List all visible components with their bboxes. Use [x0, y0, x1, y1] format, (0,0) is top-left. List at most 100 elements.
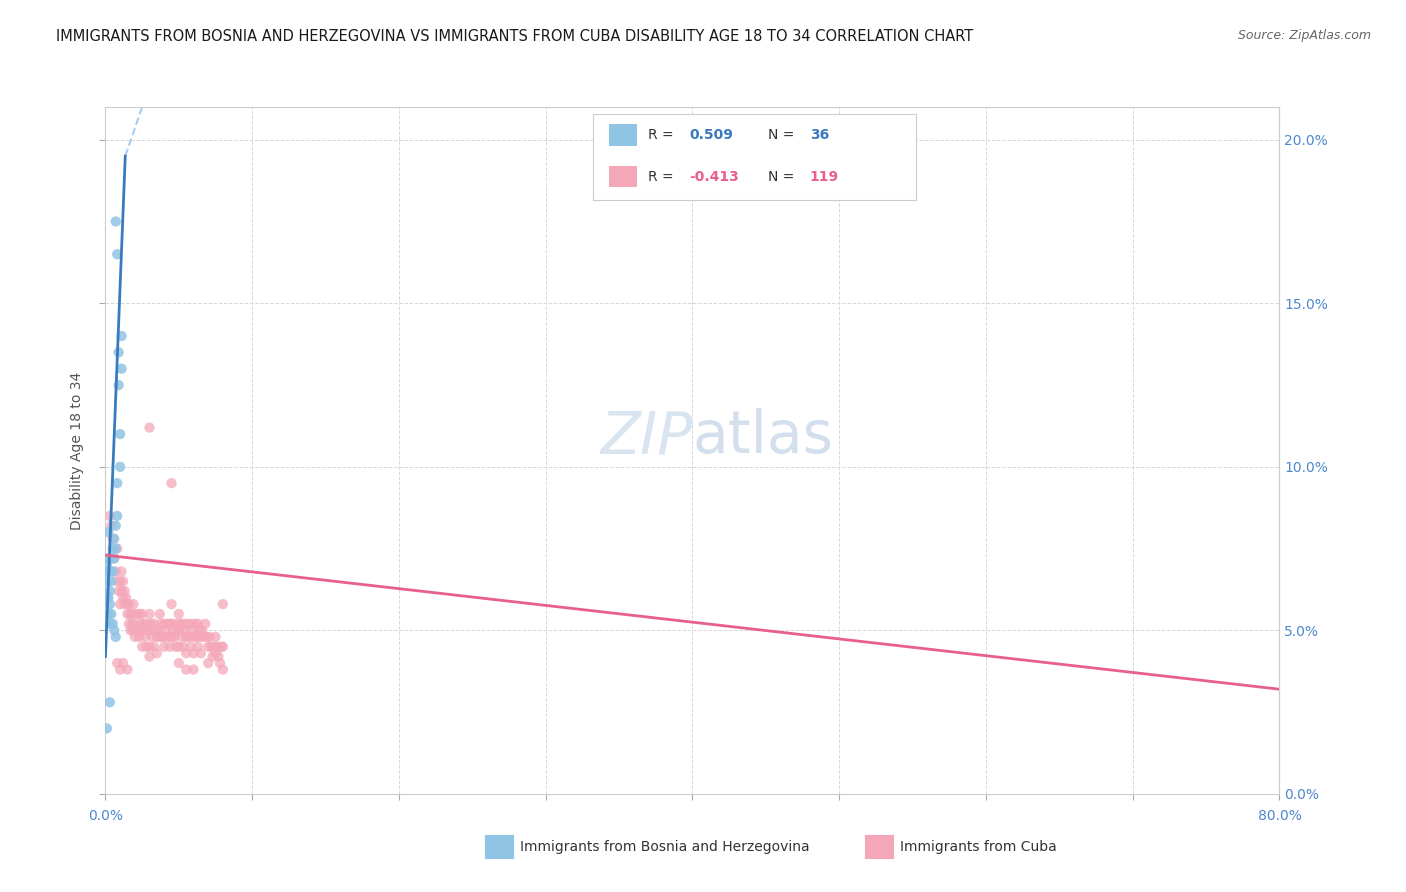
Point	[209, 640, 232, 654]
Point	[97, 525, 120, 540]
Point	[204, 630, 226, 644]
Point	[165, 616, 187, 631]
Point	[163, 630, 186, 644]
Point	[135, 616, 157, 631]
Point	[138, 624, 160, 638]
Point	[100, 551, 122, 566]
Point	[138, 649, 160, 664]
Point	[139, 616, 162, 631]
Point	[105, 247, 128, 261]
Point	[112, 591, 135, 605]
Point	[183, 646, 205, 660]
Point	[100, 518, 122, 533]
Text: 119: 119	[810, 169, 839, 184]
Point	[162, 624, 184, 638]
Point	[146, 630, 169, 644]
Point	[112, 656, 135, 670]
Point	[197, 656, 219, 670]
Point	[205, 640, 228, 654]
Point	[170, 630, 193, 644]
Point	[131, 624, 153, 638]
Text: Immigrants from Bosnia and Herzegovina: Immigrants from Bosnia and Herzegovina	[520, 839, 810, 854]
Point	[207, 649, 229, 664]
Text: N =: N =	[768, 128, 799, 142]
Point	[193, 630, 215, 644]
Text: 80.0%: 80.0%	[1257, 809, 1302, 823]
Point	[208, 656, 231, 670]
Point	[108, 597, 131, 611]
Point	[149, 630, 172, 644]
Point	[107, 584, 129, 599]
Point	[128, 630, 150, 644]
Point	[105, 541, 128, 556]
Point	[153, 640, 176, 654]
Point	[125, 607, 148, 621]
Point	[142, 640, 165, 654]
Point	[181, 624, 204, 638]
Point	[122, 597, 145, 611]
Point	[197, 640, 219, 654]
Point	[136, 624, 159, 638]
Text: Immigrants from Cuba: Immigrants from Cuba	[900, 839, 1056, 854]
Point	[167, 640, 190, 654]
Point	[124, 616, 146, 631]
Point	[96, 591, 118, 605]
Point	[172, 640, 194, 654]
Point	[204, 646, 226, 660]
Point	[187, 640, 209, 654]
Point	[103, 551, 125, 566]
Point	[101, 565, 124, 579]
Text: atlas: atlas	[692, 409, 834, 466]
Point	[101, 532, 124, 546]
Point	[184, 616, 207, 631]
Text: IMMIGRANTS FROM BOSNIA AND HERZEGOVINA VS IMMIGRANTS FROM CUBA DISABILITY AGE 18: IMMIGRANTS FROM BOSNIA AND HERZEGOVINA V…	[56, 29, 973, 44]
Text: N =: N =	[768, 169, 799, 184]
Point	[159, 640, 181, 654]
Point	[108, 574, 131, 589]
Point	[174, 630, 197, 644]
Point	[188, 624, 211, 638]
Point	[98, 616, 121, 631]
Point	[187, 616, 209, 631]
Point	[104, 214, 127, 228]
Point	[157, 630, 180, 644]
Point	[134, 630, 156, 644]
Point	[159, 616, 181, 631]
Point	[96, 558, 118, 572]
Point	[153, 630, 176, 644]
Point	[141, 630, 163, 644]
Point	[183, 630, 205, 644]
Point	[101, 616, 124, 631]
Point	[112, 574, 135, 589]
Point	[165, 640, 187, 654]
FancyBboxPatch shape	[609, 125, 637, 145]
Text: R =: R =	[648, 169, 678, 184]
Point	[96, 565, 118, 579]
Point	[172, 616, 194, 631]
Point	[110, 329, 132, 343]
Point	[167, 656, 190, 670]
Point	[97, 551, 120, 566]
Point	[101, 541, 124, 556]
Point	[103, 532, 125, 546]
Point	[97, 591, 120, 605]
Point	[98, 508, 121, 523]
Point	[124, 630, 146, 644]
Point	[98, 584, 121, 599]
Point	[191, 624, 214, 638]
Point	[198, 630, 221, 644]
Point	[195, 630, 218, 644]
Point	[160, 630, 183, 644]
Point	[127, 624, 149, 638]
Y-axis label: Disability Age 18 to 34: Disability Age 18 to 34	[70, 371, 84, 530]
Point	[149, 607, 172, 621]
Point	[110, 584, 132, 599]
Point	[121, 616, 143, 631]
FancyBboxPatch shape	[593, 114, 915, 200]
Point	[177, 630, 200, 644]
Point	[108, 459, 131, 474]
Text: 0.509: 0.509	[689, 128, 733, 142]
Point	[194, 616, 217, 631]
Point	[103, 624, 125, 638]
Point	[131, 640, 153, 654]
